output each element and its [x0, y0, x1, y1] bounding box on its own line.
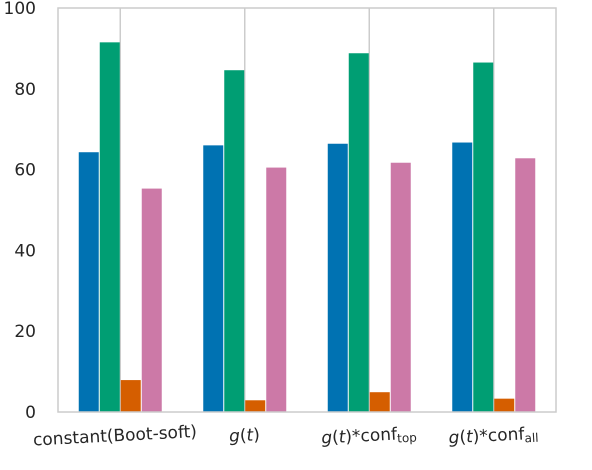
- y-tick-label-3: 60: [14, 161, 36, 181]
- bar-s2-c2: [369, 392, 390, 412]
- bar-s0-c1: [203, 145, 224, 413]
- bar-s0-c0: [78, 152, 99, 412]
- bar-s3-c0: [141, 188, 162, 412]
- gridlines: [119, 8, 495, 412]
- bar-s0-c3: [452, 142, 473, 413]
- bar-s2-c1: [245, 400, 266, 412]
- y-tick-label-1: 20: [14, 322, 36, 342]
- y-tick-label-2: 40: [14, 241, 36, 261]
- x-tick-label-3: g(t)*confall: [448, 424, 539, 450]
- x-tick-label-2: g(t)*conftop: [321, 424, 417, 450]
- bar-s0-c2: [327, 143, 348, 412]
- bar-s1-c1: [224, 70, 245, 412]
- bar-s1-c0: [99, 42, 120, 413]
- bar-s1-c2: [348, 53, 369, 413]
- y-tick-label-5: 100: [4, 0, 36, 19]
- bar-s2-c0: [120, 380, 141, 412]
- x-tick-label-0: constant(Boot-soft): [33, 422, 198, 451]
- plot-frame: [57, 7, 557, 413]
- bar-s3-c1: [266, 167, 287, 412]
- y-axis-ticks: 0 20 40 60 80 100: [4, 0, 36, 423]
- bar-s3-c3: [515, 158, 536, 412]
- bar-s1-c3: [473, 62, 494, 412]
- bar-s3-c2: [390, 162, 411, 412]
- y-tick-label-4: 80: [14, 80, 36, 100]
- x-tick-label-1: g(t): [229, 425, 261, 447]
- x-axis-labels: constant(Boot-soft) g(t) g(t)*conftop g(t)*…: [33, 422, 539, 451]
- y-tick-label-0: 0: [25, 403, 36, 423]
- bars: [78, 42, 536, 413]
- bar-s2-c3: [494, 398, 515, 412]
